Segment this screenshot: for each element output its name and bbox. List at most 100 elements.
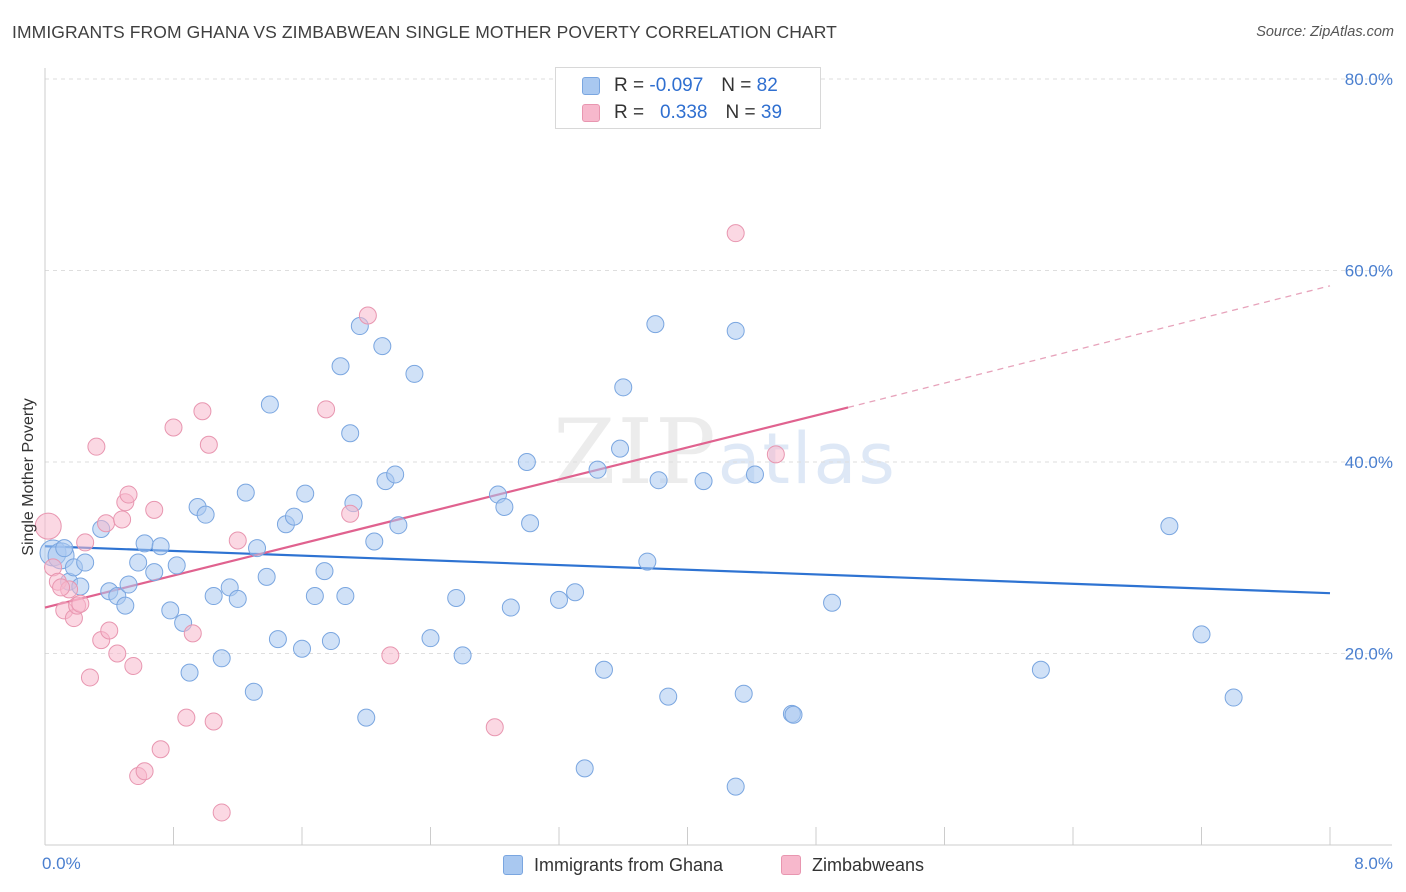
data-point: [336, 587, 355, 606]
axis-labels: 20.0% 40.0% 60.0% 80.0% 0.0% 8.0% Single Mothe…: [20, 70, 1393, 873]
data-point: [268, 630, 287, 649]
data-point: [236, 483, 255, 502]
data-point: [193, 402, 212, 421]
data-point: [296, 484, 315, 503]
data-point: [341, 424, 360, 443]
data-point: [100, 621, 119, 640]
data-point: [638, 552, 657, 571]
bottom-legend-swatch-ghana: [503, 855, 523, 875]
data-point: [293, 639, 311, 658]
data-point: [228, 589, 247, 608]
data-point: [358, 306, 377, 325]
data-point: [766, 445, 785, 464]
data-point: [87, 437, 106, 456]
legend-row-ghana: R = -0.097 N = 82: [582, 74, 778, 98]
data-point: [199, 435, 218, 454]
data-point: [145, 563, 164, 582]
data-point: [453, 646, 472, 665]
bottom-legend-zimbabwe: Zimbabweans: [781, 852, 924, 878]
data-point: [321, 632, 340, 651]
data-point: [823, 593, 842, 612]
data-point: [80, 668, 99, 687]
data-point: [260, 395, 279, 414]
chart-title: IMMIGRANTS FROM GHANA VS ZIMBABWEAN SING…: [12, 22, 837, 42]
data-point: [228, 531, 247, 550]
data-point: [784, 705, 803, 724]
data-point: [614, 378, 633, 397]
bottom-legend-swatch-zimbabwe: [781, 855, 801, 875]
legend-r-value: -0.097: [649, 75, 704, 96]
legend-r-value: 0.338: [659, 102, 708, 123]
data-point: [151, 537, 170, 556]
data-point: [161, 601, 180, 620]
data-point: [501, 598, 520, 617]
data-point: [305, 587, 324, 606]
data-point: [164, 418, 183, 437]
data-point: [1224, 688, 1243, 707]
data-point: [135, 762, 154, 781]
data-point: [167, 556, 186, 575]
bottom-legend-label-zimbabwe: Zimbabweans: [812, 854, 925, 875]
source-label: Source: ZipAtlas.com: [1256, 24, 1394, 40]
data-points: [34, 224, 1243, 822]
data-point: [177, 708, 196, 727]
data-point: [386, 465, 405, 484]
data-point: [389, 516, 408, 535]
data-point: [365, 532, 384, 551]
legend-n-label: N =: [721, 75, 752, 96]
data-point: [135, 534, 154, 553]
data-point: [212, 803, 231, 822]
legend-n-value: 39: [760, 102, 783, 123]
data-point: [183, 624, 202, 643]
axes: [44, 68, 1392, 846]
data-point: [257, 567, 276, 586]
data-point: [145, 500, 164, 519]
data-point: [204, 587, 223, 606]
trend-line-extension: [847, 285, 1331, 409]
data-point: [108, 644, 127, 663]
data-point: [113, 510, 132, 529]
bottom-legend-ghana: Immigrants from Ghana: [503, 852, 723, 878]
data-point: [575, 759, 594, 778]
data-point: [726, 224, 745, 243]
y-tick-label: 20.0%: [1345, 645, 1393, 664]
data-point: [97, 514, 116, 533]
data-point: [726, 321, 745, 340]
data-point: [646, 315, 665, 334]
data-point: [588, 460, 607, 479]
data-point: [373, 337, 392, 356]
data-point: [34, 512, 62, 540]
y-tick-label: 60.0%: [1345, 262, 1393, 281]
data-point: [331, 357, 350, 376]
data-point: [71, 594, 90, 613]
legend-r-label: R =: [614, 102, 645, 123]
legend-row-zimbabwe: R = 0.338 N = 39: [582, 101, 782, 125]
data-point: [196, 505, 215, 524]
data-point: [180, 663, 199, 682]
data-point: [76, 553, 95, 572]
data-point: [55, 539, 74, 558]
data-point: [357, 708, 376, 727]
data-point: [248, 539, 267, 558]
y-axis-label: Single Mother Poverty: [20, 398, 37, 555]
data-point: [116, 596, 135, 615]
data-point: [649, 471, 668, 490]
trend-line: [44, 406, 849, 609]
data-point: [1031, 660, 1050, 679]
data-point: [284, 507, 303, 526]
data-point: [447, 588, 466, 607]
data-point: [212, 649, 231, 668]
y-tick-label: 80.0%: [1345, 70, 1393, 89]
data-point: [726, 777, 745, 796]
trend-lines: [44, 285, 1331, 609]
data-point: [151, 740, 170, 759]
legend-swatch-zimbabwe: [582, 104, 600, 122]
y-tick-label: 40.0%: [1345, 453, 1393, 472]
data-point: [317, 400, 336, 419]
data-point: [52, 578, 71, 597]
legend-swatch-ghana: [582, 77, 600, 95]
data-point: [204, 712, 223, 731]
data-point: [566, 583, 585, 602]
data-point: [341, 504, 360, 523]
